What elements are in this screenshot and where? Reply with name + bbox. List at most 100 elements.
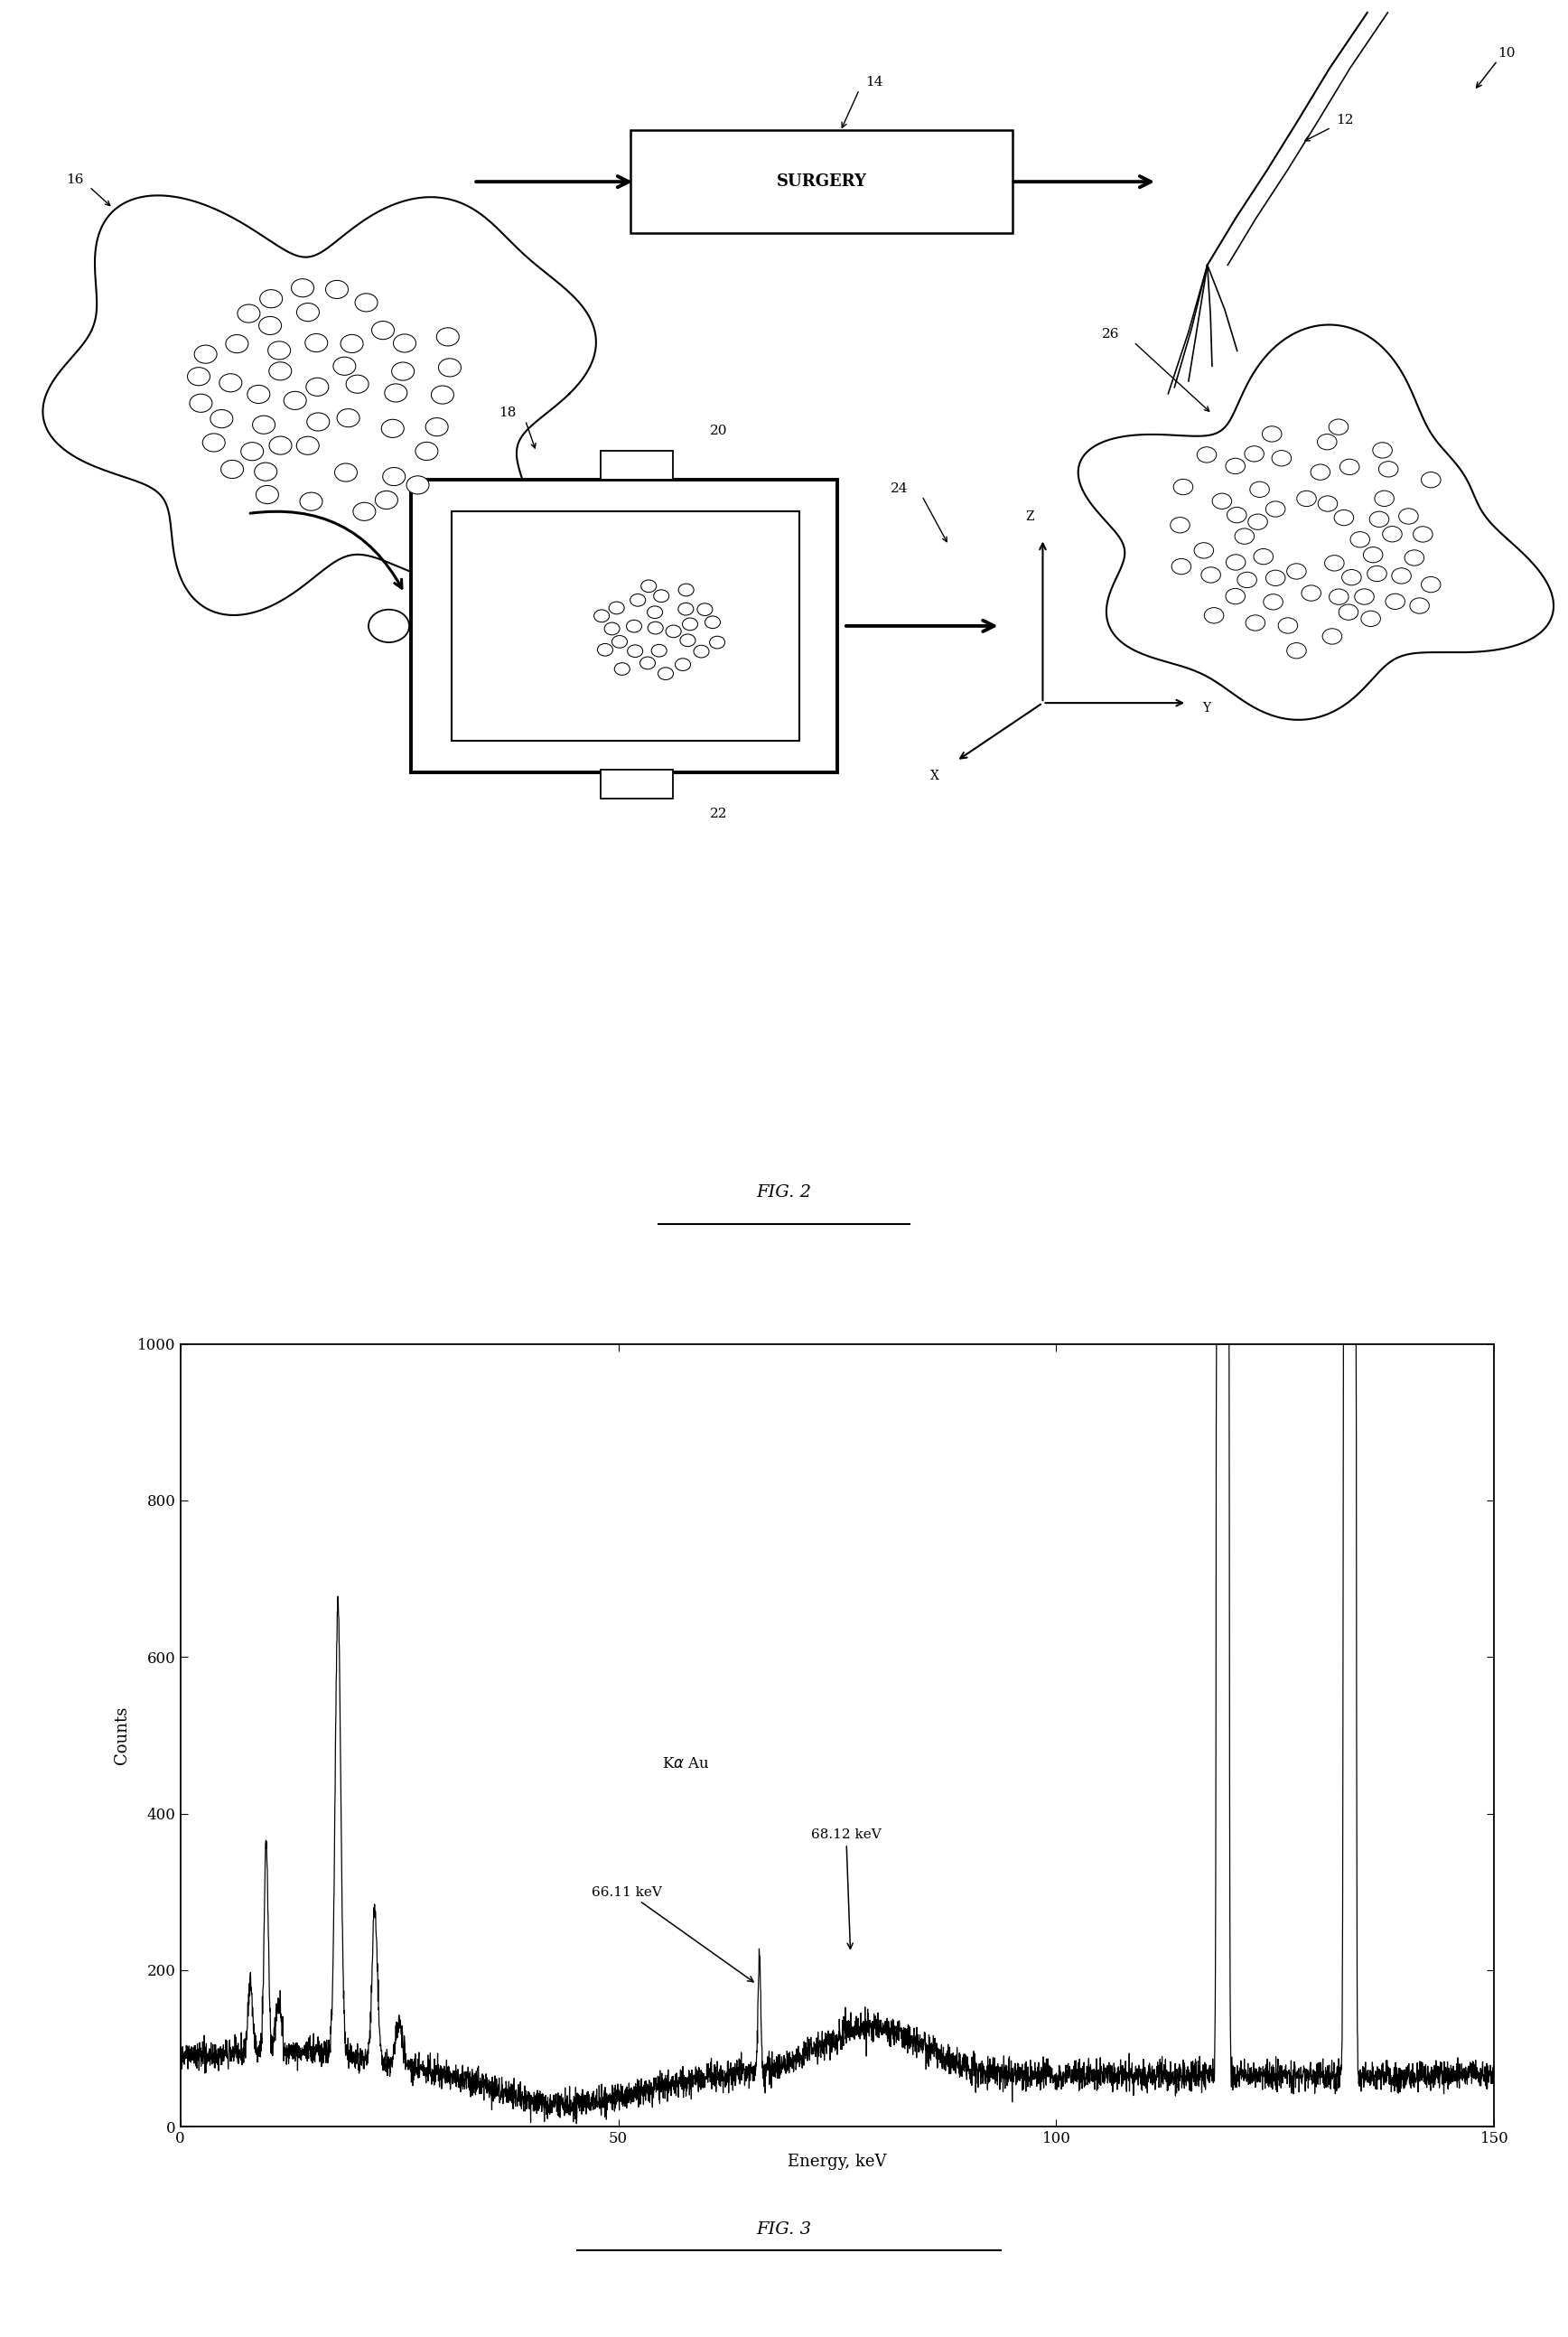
Text: FIG. 3: FIG. 3 bbox=[756, 2222, 812, 2237]
Circle shape bbox=[1410, 598, 1430, 615]
Circle shape bbox=[1328, 418, 1348, 435]
Circle shape bbox=[226, 334, 248, 353]
Text: X: X bbox=[930, 769, 939, 783]
Circle shape bbox=[706, 617, 720, 629]
Circle shape bbox=[640, 657, 655, 668]
Circle shape bbox=[392, 362, 414, 381]
Circle shape bbox=[698, 603, 712, 615]
Text: Z: Z bbox=[1025, 509, 1035, 523]
Circle shape bbox=[1301, 584, 1320, 601]
Circle shape bbox=[383, 467, 405, 486]
Circle shape bbox=[259, 315, 281, 334]
Circle shape bbox=[1413, 526, 1433, 542]
Circle shape bbox=[354, 294, 378, 311]
Circle shape bbox=[1369, 512, 1389, 528]
Circle shape bbox=[431, 386, 453, 404]
Circle shape bbox=[1201, 568, 1220, 582]
Bar bbox=[601, 769, 673, 799]
Circle shape bbox=[248, 386, 270, 404]
Text: 68.12 keV: 68.12 keV bbox=[811, 1828, 881, 1949]
Circle shape bbox=[1375, 491, 1394, 507]
Circle shape bbox=[268, 341, 290, 360]
Text: 22: 22 bbox=[710, 809, 728, 820]
Circle shape bbox=[1262, 425, 1281, 442]
Text: FIG. 2: FIG. 2 bbox=[756, 1185, 812, 1201]
Circle shape bbox=[332, 358, 356, 376]
Circle shape bbox=[384, 383, 408, 402]
Circle shape bbox=[1287, 563, 1306, 580]
Circle shape bbox=[1237, 573, 1256, 587]
Circle shape bbox=[1234, 528, 1254, 545]
Circle shape bbox=[292, 278, 314, 297]
Circle shape bbox=[676, 659, 690, 671]
Circle shape bbox=[1392, 568, 1411, 584]
Circle shape bbox=[221, 460, 243, 479]
Text: 20: 20 bbox=[710, 425, 728, 437]
Circle shape bbox=[194, 346, 216, 362]
Text: 16: 16 bbox=[66, 173, 83, 185]
Circle shape bbox=[1421, 472, 1441, 488]
Circle shape bbox=[1367, 566, 1386, 582]
Circle shape bbox=[1287, 643, 1306, 659]
Circle shape bbox=[270, 437, 292, 453]
Circle shape bbox=[1170, 516, 1190, 533]
Circle shape bbox=[340, 334, 364, 353]
Circle shape bbox=[202, 435, 226, 451]
Circle shape bbox=[372, 320, 394, 339]
Circle shape bbox=[608, 601, 624, 615]
Text: 66.11 keV: 66.11 keV bbox=[593, 1886, 753, 1982]
Circle shape bbox=[615, 664, 630, 675]
Circle shape bbox=[1254, 549, 1273, 566]
Circle shape bbox=[307, 414, 329, 430]
Circle shape bbox=[1171, 559, 1192, 575]
Circle shape bbox=[260, 290, 282, 308]
Text: 26: 26 bbox=[1102, 327, 1120, 341]
Circle shape bbox=[1226, 589, 1245, 605]
Circle shape bbox=[693, 645, 709, 657]
Circle shape bbox=[1317, 435, 1338, 449]
Circle shape bbox=[1173, 479, 1193, 495]
Circle shape bbox=[1363, 547, 1383, 563]
Circle shape bbox=[679, 584, 693, 596]
Circle shape bbox=[1339, 605, 1358, 619]
Circle shape bbox=[1405, 549, 1424, 566]
Circle shape bbox=[326, 280, 348, 299]
Circle shape bbox=[682, 617, 698, 631]
Circle shape bbox=[1319, 495, 1338, 512]
Circle shape bbox=[1322, 629, 1342, 645]
Circle shape bbox=[406, 477, 430, 493]
Circle shape bbox=[284, 393, 306, 409]
Circle shape bbox=[1265, 570, 1286, 587]
Circle shape bbox=[296, 437, 318, 456]
Circle shape bbox=[659, 668, 673, 680]
Circle shape bbox=[1421, 577, 1441, 591]
Circle shape bbox=[1311, 465, 1330, 479]
Circle shape bbox=[296, 304, 320, 320]
Circle shape bbox=[1245, 615, 1265, 631]
Circle shape bbox=[648, 605, 663, 619]
Circle shape bbox=[641, 580, 657, 591]
Circle shape bbox=[1399, 509, 1417, 523]
Circle shape bbox=[254, 463, 278, 481]
Circle shape bbox=[1250, 481, 1270, 498]
Circle shape bbox=[425, 418, 448, 437]
Circle shape bbox=[666, 626, 681, 638]
Circle shape bbox=[627, 645, 643, 657]
Circle shape bbox=[299, 493, 323, 509]
Circle shape bbox=[679, 603, 693, 615]
Circle shape bbox=[654, 589, 670, 603]
Text: 12: 12 bbox=[1336, 115, 1353, 126]
Bar bbox=[411, 479, 837, 771]
Circle shape bbox=[1339, 458, 1359, 474]
Circle shape bbox=[1204, 608, 1223, 624]
Circle shape bbox=[353, 502, 376, 521]
Y-axis label: Counts: Counts bbox=[114, 1706, 130, 1764]
Circle shape bbox=[1265, 500, 1286, 516]
Text: Y: Y bbox=[1203, 701, 1210, 715]
Circle shape bbox=[237, 304, 260, 323]
Circle shape bbox=[1383, 526, 1402, 542]
Circle shape bbox=[1350, 533, 1370, 547]
Circle shape bbox=[252, 416, 274, 435]
Circle shape bbox=[1334, 509, 1353, 526]
Circle shape bbox=[306, 379, 329, 395]
